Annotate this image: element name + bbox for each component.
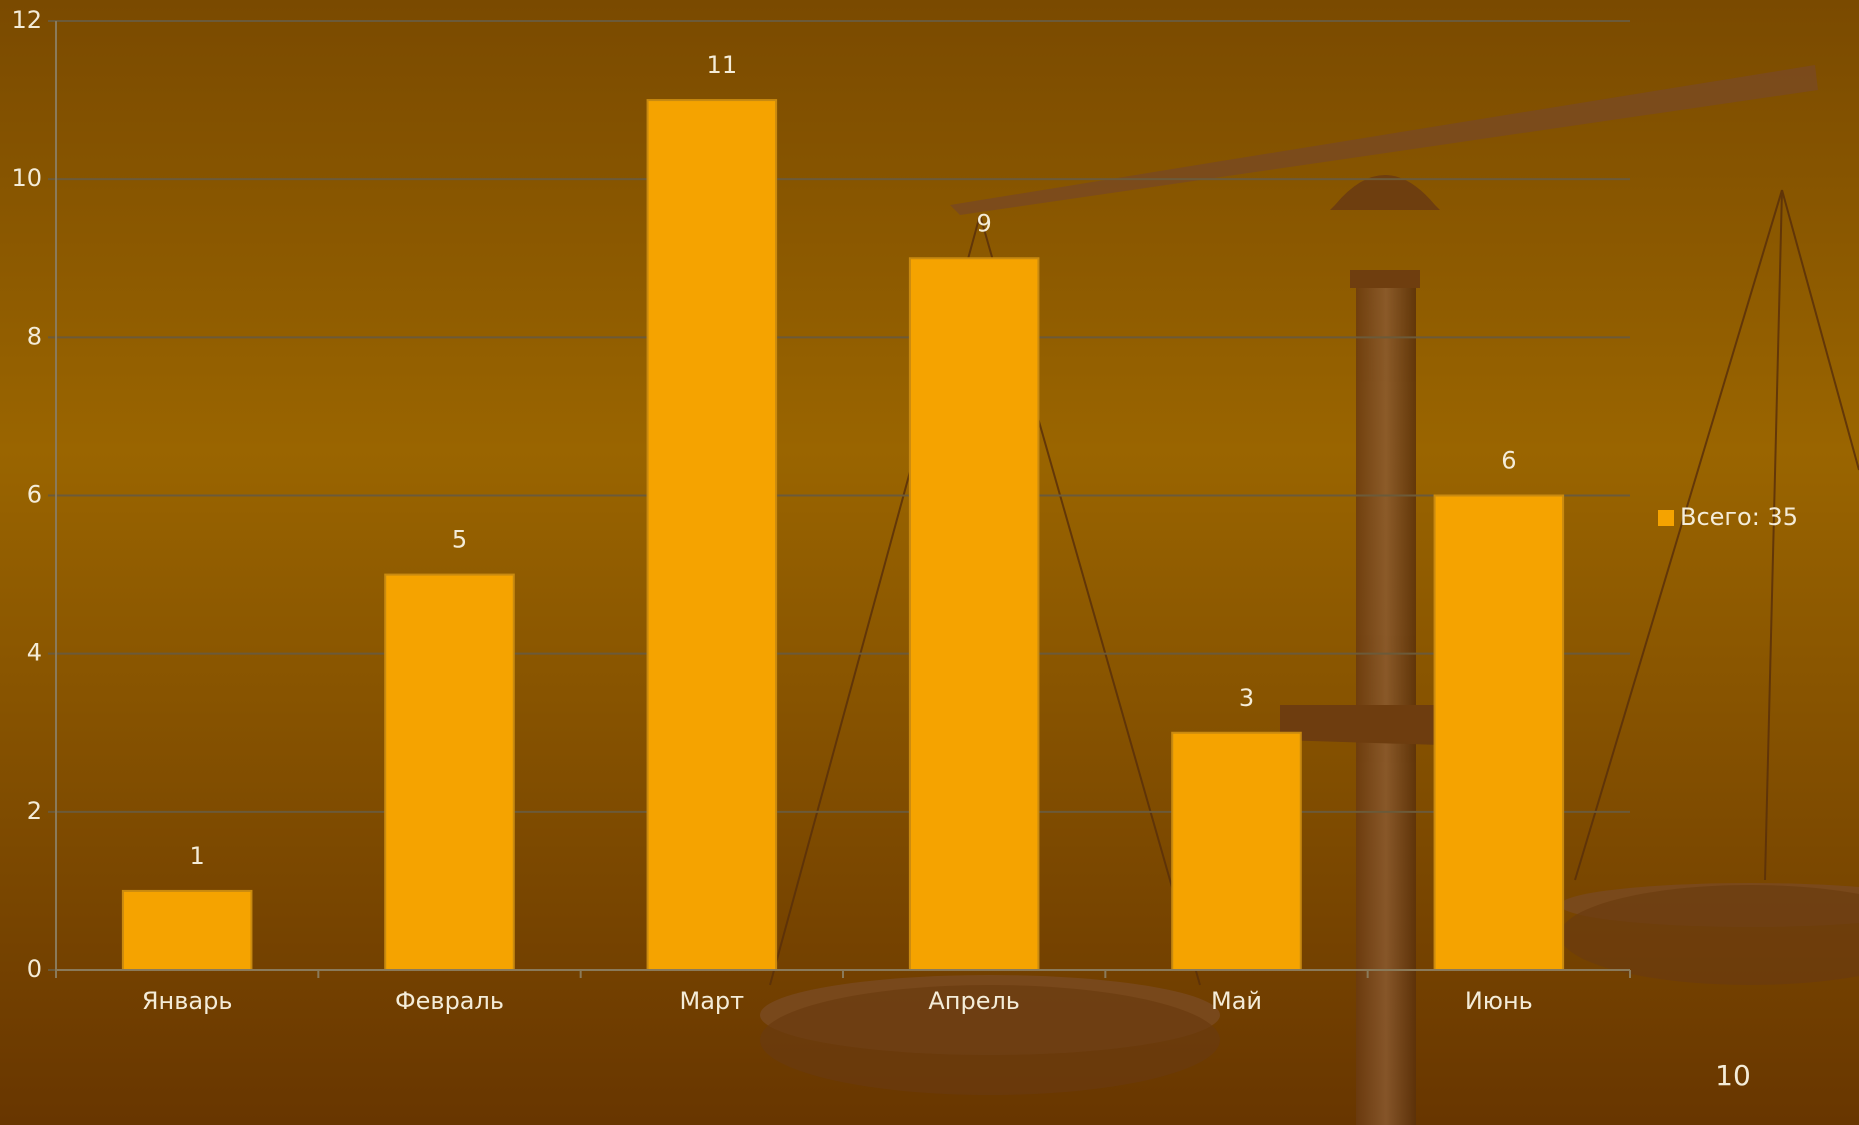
y-tick-label: 2 <box>27 797 42 825</box>
y-tick-label: 10 <box>11 164 42 192</box>
x-tick-label: Январь <box>142 987 233 1015</box>
x-tick-label: Май <box>1211 987 1262 1015</box>
x-tick-label: Март <box>680 987 745 1015</box>
bar <box>384 573 515 971</box>
data-label: 5 <box>452 526 467 554</box>
legend-swatch <box>1658 510 1674 526</box>
data-label: 1 <box>190 842 205 870</box>
bar <box>908 257 1040 971</box>
slide-number: 10 <box>1715 1059 1751 1092</box>
bar <box>121 889 253 972</box>
y-tick-label: 12 <box>11 6 42 34</box>
bar <box>1433 494 1565 971</box>
legend-label: Всего: 35 <box>1680 503 1798 531</box>
x-tick-label: Июнь <box>1465 987 1533 1015</box>
data-label: 11 <box>707 51 738 79</box>
x-tick-label: Февраль <box>395 987 504 1015</box>
data-label: 6 <box>1501 447 1516 475</box>
bar <box>646 99 778 972</box>
y-tick-label: 0 <box>27 955 42 983</box>
scales-decoration <box>760 65 1859 1125</box>
y-tick-label: 4 <box>27 639 42 667</box>
y-tick-label: 8 <box>27 322 42 350</box>
data-label: 3 <box>1239 684 1254 712</box>
x-tick-label: Апрель <box>928 987 1020 1015</box>
bar <box>1171 731 1302 971</box>
data-label: 9 <box>977 209 992 237</box>
y-tick-label: 6 <box>27 481 42 509</box>
